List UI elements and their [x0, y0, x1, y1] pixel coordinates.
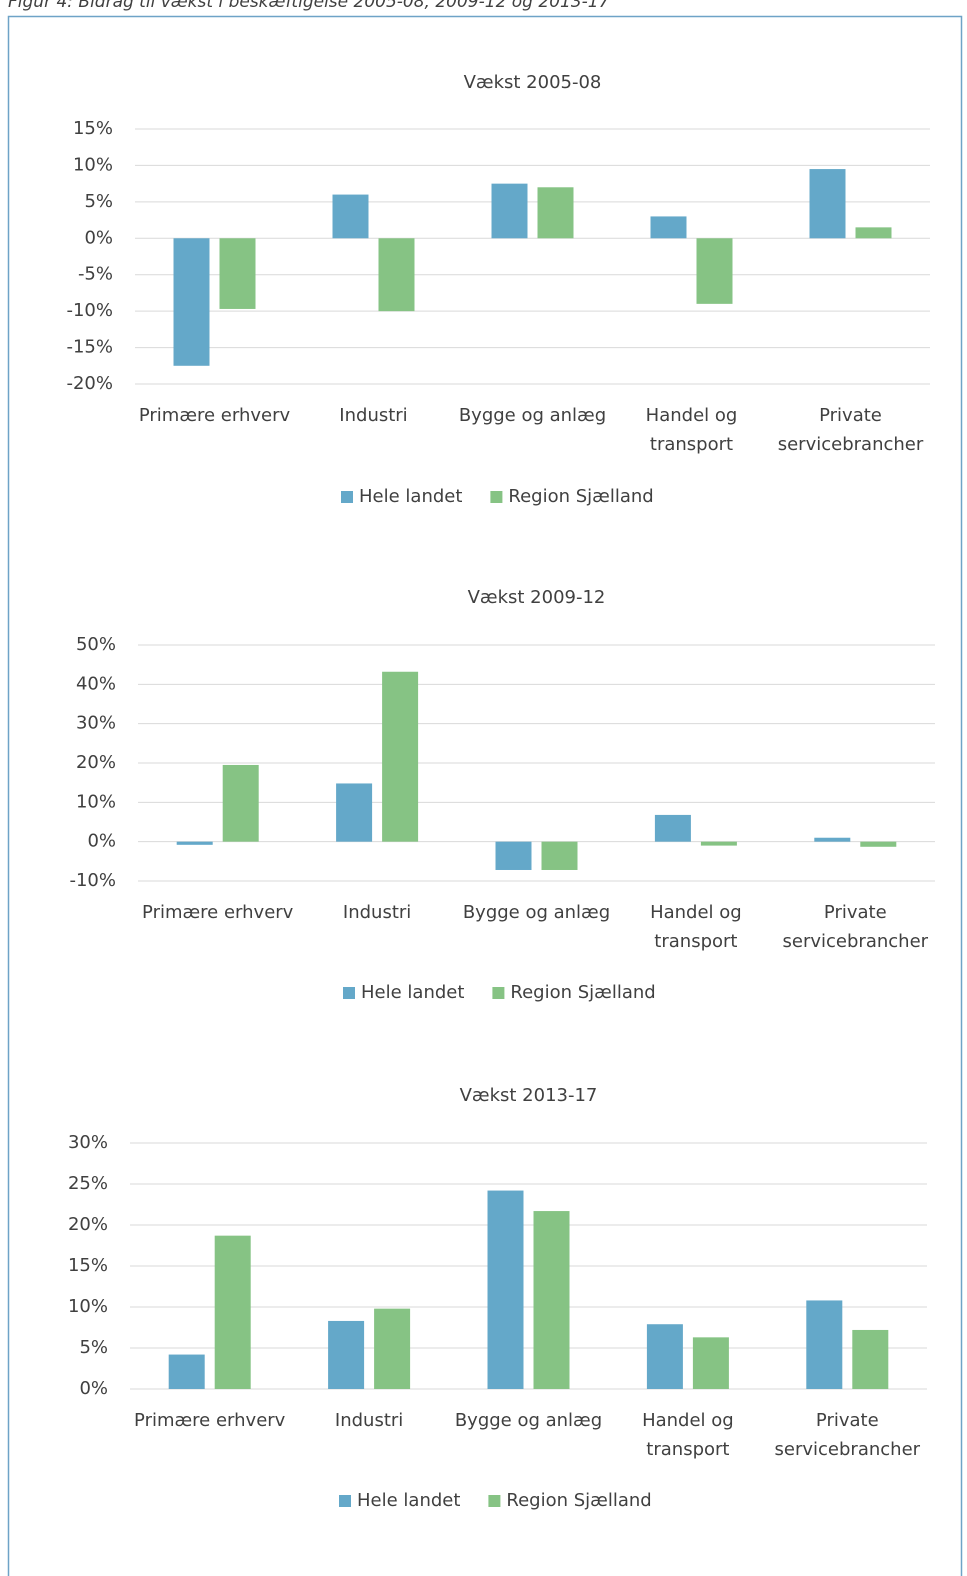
- bar: [537, 187, 574, 239]
- y-tick-label: 50%: [76, 634, 116, 655]
- bar: [222, 764, 259, 842]
- bar: [855, 227, 892, 239]
- bar: [491, 183, 528, 239]
- y-tick-label: -10%: [66, 300, 113, 321]
- bar: [336, 783, 373, 842]
- bar: [541, 841, 578, 870]
- bar: [852, 1329, 889, 1389]
- x-tick-label: Handel og transport: [645, 405, 738, 455]
- bar: [382, 671, 419, 842]
- bar: [700, 841, 737, 846]
- x-tick-label: Bygge og anlæg: [458, 405, 607, 426]
- x-tick-label: Private servicebrancher: [777, 405, 924, 455]
- y-tick-label: 5%: [84, 191, 113, 212]
- y-tick-label: 10%: [76, 791, 116, 812]
- y-tick-label: -10%: [69, 870, 116, 891]
- legend-swatch: [339, 1495, 351, 1507]
- bar: [173, 238, 210, 366]
- chart-title: Vækst 2005-08: [464, 72, 602, 93]
- legend-label: Hele landet: [357, 1490, 460, 1511]
- x-tick-label: Handel og transport: [642, 1410, 734, 1460]
- figure-caption: Figur 4: Bidrag til vækst i beskæftigels…: [8, 0, 610, 12]
- bar: [219, 238, 256, 309]
- y-tick-label: 0%: [87, 831, 116, 852]
- frame: [7, 15, 963, 1576]
- x-tick-label: Bygge og anlæg: [454, 1410, 603, 1431]
- legend-swatch: [488, 1495, 501, 1507]
- bar: [654, 814, 691, 842]
- bar: [646, 1324, 683, 1389]
- legend-swatch: [343, 987, 355, 999]
- y-tick-label: 10%: [68, 1296, 108, 1317]
- y-tick-label: -15%: [66, 337, 113, 358]
- bar: [214, 1235, 251, 1389]
- y-tick-label: 30%: [76, 713, 116, 734]
- legend-label: Region Sjælland: [508, 486, 653, 507]
- x-tick-label: Primære erhverv: [138, 405, 291, 426]
- legend-swatch: [492, 987, 505, 999]
- legend-label: Region Sjælland: [510, 982, 655, 1003]
- bar: [650, 216, 687, 239]
- legend-label: Hele landet: [359, 486, 462, 507]
- legend-swatch: [490, 491, 503, 503]
- y-tick-label: 15%: [73, 118, 113, 139]
- x-tick-label: Primære erhverv: [134, 1410, 286, 1431]
- bar: [176, 841, 213, 845]
- bar: [809, 169, 846, 239]
- chart-title: Vækst 2009-12: [468, 587, 606, 608]
- chart-title: Vækst 2013-17: [460, 1085, 598, 1106]
- x-tick-label: Industri: [342, 902, 412, 923]
- bar: [814, 837, 851, 842]
- y-tick-label: 25%: [68, 1173, 108, 1194]
- bar: [374, 1308, 411, 1389]
- y-tick-label: 5%: [79, 1337, 108, 1358]
- y-tick-label: 20%: [76, 752, 116, 773]
- bar: [495, 841, 532, 870]
- x-tick-label: Industri: [334, 1410, 404, 1431]
- y-tick-label: -5%: [78, 264, 113, 285]
- y-tick-label: 40%: [76, 673, 116, 694]
- bar: [487, 1190, 524, 1389]
- y-tick-label: 0%: [84, 227, 113, 248]
- legend-label: Region Sjælland: [506, 1490, 651, 1511]
- x-tick-label: Bygge og anlæg: [462, 902, 611, 923]
- y-tick-label: 20%: [68, 1214, 108, 1235]
- y-tick-label: 10%: [73, 154, 113, 175]
- x-tick-label: Private servicebrancher: [774, 1410, 921, 1460]
- legend-swatch: [341, 491, 353, 503]
- bar: [332, 194, 369, 239]
- x-tick-label: Private servicebrancher: [782, 902, 929, 952]
- bar: [696, 238, 733, 304]
- bar: [328, 1320, 365, 1389]
- bar: [378, 238, 415, 312]
- y-tick-label: 30%: [68, 1132, 108, 1153]
- y-tick-label: 0%: [79, 1378, 108, 1399]
- y-tick-label: -20%: [66, 373, 113, 394]
- x-tick-label: Industri: [339, 405, 408, 426]
- legend-label: Hele landet: [361, 982, 464, 1003]
- y-tick-label: 15%: [68, 1255, 108, 1276]
- bar: [692, 1337, 729, 1389]
- x-tick-label: Handel og transport: [650, 902, 742, 952]
- bar: [533, 1211, 570, 1389]
- x-tick-label: Primære erhverv: [142, 902, 294, 923]
- bar: [860, 841, 897, 847]
- bar: [806, 1300, 843, 1389]
- bar: [168, 1354, 205, 1389]
